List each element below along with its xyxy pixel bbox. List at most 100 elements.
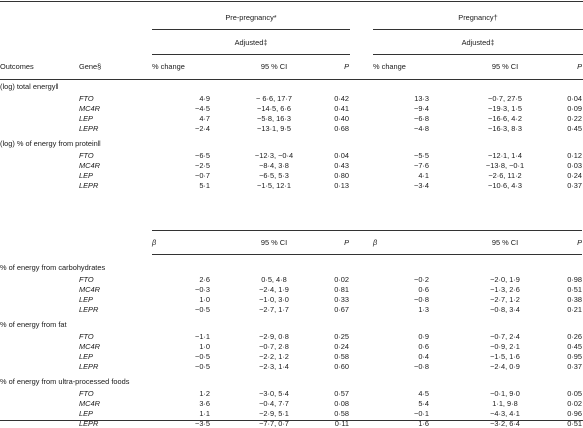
preg-ci-cell: −4·3, 4·1: [490, 409, 520, 419]
pre-estimate-cell: 2·6: [199, 275, 210, 285]
pre-ci-cell: − 6·6, 17·7: [256, 94, 292, 104]
preg-estimate-cell: −0·8: [414, 362, 429, 372]
gene-cell: LEP: [79, 171, 93, 181]
header-pre-pregnancy: Pre-pregnancy*: [225, 13, 277, 22]
beta-header: β: [152, 238, 157, 247]
preg-p-cell: 0·38: [567, 295, 582, 305]
pre-ci-cell: 0·5, 4·8: [261, 275, 287, 285]
pre-estimate-cell: −0·5: [195, 352, 210, 362]
beta-header-ci: 95 % CI: [260, 238, 288, 247]
section-title: % of energy from fat: [0, 320, 67, 329]
pre-ci-cell: −0·7, 2·8: [259, 342, 289, 352]
pre-p-cell: 0·08: [334, 399, 349, 409]
pre-estimate-cell: −0·5: [195, 362, 210, 372]
preg-p-cell: 0·37: [567, 362, 582, 372]
preg-p-cell: 0·12: [567, 151, 582, 161]
header-ci: 95 % CI: [260, 62, 288, 71]
pre-estimate-cell: 1·1: [199, 409, 210, 419]
preg-ci-cell: −16·6, 4·2: [488, 114, 522, 124]
pre-p-cell: 0·33: [334, 295, 349, 305]
pre-ci-cell: −5·8, 16·3: [257, 114, 291, 124]
pre-estimate-cell: 1·0: [199, 342, 210, 352]
pre-pregnancy-rule: [152, 29, 350, 30]
header-outcomes: Outcomes: [0, 62, 34, 71]
pre-ci-cell: −1·5, 12·1: [257, 181, 291, 191]
pre-ci-cell: −2·4, 1·9: [259, 285, 289, 295]
pre-p-cell: 0·41: [334, 104, 349, 114]
section-title: % of energy from ultra-processed foods: [0, 377, 130, 386]
pre-p-cell: 0·80: [334, 171, 349, 181]
gene-cell: FTO: [79, 389, 94, 399]
top-rule: [0, 1, 583, 2]
preg-ci-cell: 1·1, 9·8: [492, 399, 518, 409]
preg-estimate-cell: 0·4: [418, 352, 429, 362]
preg-estimate-cell: 4·5: [418, 389, 429, 399]
preg-p-cell: 0·05: [567, 389, 582, 399]
preg-estimate-cell: 13·3: [414, 94, 429, 104]
preg-estimate-cell: −4·8: [414, 124, 429, 134]
pre-estimate-cell: −1·1: [195, 332, 210, 342]
pre-estimate-cell: −4·5: [195, 104, 210, 114]
preg-estimate-cell: −5·5: [414, 151, 429, 161]
pre-estimate-cell: 1·2: [199, 389, 210, 399]
gene-cell: LEP: [79, 114, 93, 124]
pre-ci-cell: −13·1, 9·5: [257, 124, 291, 134]
pre-ci-cell: −6·5, 5·3: [259, 171, 289, 181]
preg-ci-cell: −0·9, 2·1: [490, 342, 520, 352]
pre-ci-cell: −14·5, 6·6: [257, 104, 291, 114]
pre-p-cell: 0·40: [334, 114, 349, 124]
pre-p-cell: 0·60: [334, 362, 349, 372]
gene-cell: LEP: [79, 295, 93, 305]
preg-p-cell: 0·95: [567, 352, 582, 362]
preg-ci-cell: −10·6, 4·3: [488, 181, 522, 191]
preg-ci-cell: −1·3, 2·6: [490, 285, 520, 295]
pre-adjusted-rule: [152, 54, 350, 55]
preg-p-cell: 0·96: [567, 409, 582, 419]
beta-header-ci-preg: 95 % CI: [491, 238, 519, 247]
pre-ci-cell: −3·0, 5·4: [259, 389, 289, 399]
pre-p-cell: 0·24: [334, 342, 349, 352]
preg-p-cell: 0·09: [567, 104, 582, 114]
header-p: P: [344, 62, 349, 71]
beta-header-p-preg: P: [577, 238, 582, 247]
preg-estimate-cell: 5·4: [418, 399, 429, 409]
header-pct-change-preg: % change: [373, 62, 406, 71]
pre-p-cell: 0·42: [334, 94, 349, 104]
preg-estimate-cell: −6·8: [414, 114, 429, 124]
preg-ci-cell: −12·1, 1·4: [488, 151, 522, 161]
gene-cell: LEPR: [79, 362, 99, 372]
pre-ci-cell: −2·9, 5·1: [259, 409, 289, 419]
preg-ci-cell: −2·7, 1·2: [490, 295, 520, 305]
preg-estimate-cell: 1·3: [418, 305, 429, 315]
preg-adjusted-rule: [373, 54, 583, 55]
gene-cell: LEPR: [79, 305, 99, 315]
preg-p-cell: 0·45: [567, 342, 582, 352]
section-title: (log) % of energy from protein‖: [0, 139, 101, 148]
gene-cell: LEP: [79, 352, 93, 362]
header-pre-adjusted: Adjusted‡: [234, 38, 268, 47]
pre-p-cell: 0·57: [334, 389, 349, 399]
preg-p-cell: 0·04: [567, 94, 582, 104]
pre-ci-cell: −2·7, 1·7: [259, 305, 289, 315]
pre-estimate-cell: 4·7: [199, 114, 210, 124]
pre-p-cell: 0·68: [334, 124, 349, 134]
gene-cell: LEPR: [79, 124, 99, 134]
header-rule: [0, 79, 583, 80]
pre-p-cell: 0·81: [334, 285, 349, 295]
pre-ci-cell: −2·9, 0·8: [259, 332, 289, 342]
preg-estimate-cell: 4·1: [418, 171, 429, 181]
pre-p-cell: 0·58: [334, 409, 349, 419]
preg-estimate-cell: 0·9: [418, 332, 429, 342]
pre-ci-cell: −12·3, −0·4: [254, 151, 294, 161]
header-p-preg: P: [577, 62, 582, 71]
pre-p-cell: 0·04: [334, 151, 349, 161]
pre-ci-cell: −0·4, 7·7: [259, 399, 289, 409]
header-gene: Gene§: [79, 62, 102, 71]
pre-p-cell: 0·13: [334, 181, 349, 191]
pre-estimate-cell: 4·9: [199, 94, 210, 104]
preg-estimate-cell: −0·2: [414, 275, 429, 285]
beta-section-header-rule: [152, 254, 582, 255]
preg-ci-cell: −13·8, −0·1: [485, 161, 525, 171]
preg-estimate-cell: −0·8: [414, 295, 429, 305]
